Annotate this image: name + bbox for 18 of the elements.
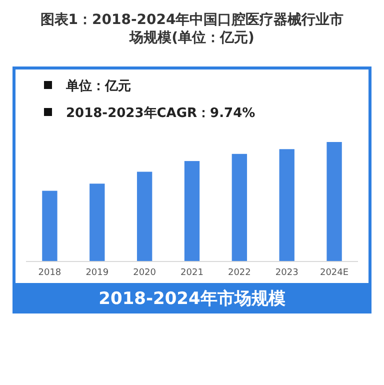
bar: [232, 154, 248, 261]
x-tick-label: 2020: [133, 268, 156, 278]
chart-title: 图表1：2018-2024年中国口腔医疗器械行业市场规模(单位：亿元): [40, 11, 344, 46]
text: 单位：亿元: [65, 78, 131, 94]
x-tick-label: 2023: [275, 268, 298, 278]
bar: [136, 172, 152, 261]
x-axis-title: 2018-2024年市场规模: [98, 289, 286, 309]
x-tick-label: 2018: [38, 268, 62, 278]
bar: [90, 184, 105, 261]
bar: [184, 161, 200, 261]
bar: [279, 149, 294, 261]
x-tick-label: 2019: [86, 268, 109, 278]
text: 2018-2023年CAGR：9.74%: [66, 106, 256, 121]
bar: [326, 142, 342, 261]
x-tick-label: 2024E: [320, 268, 349, 278]
x-tick-label: 2022: [228, 268, 251, 278]
x-tick-label: 2021: [180, 268, 204, 278]
bar: [42, 190, 58, 261]
